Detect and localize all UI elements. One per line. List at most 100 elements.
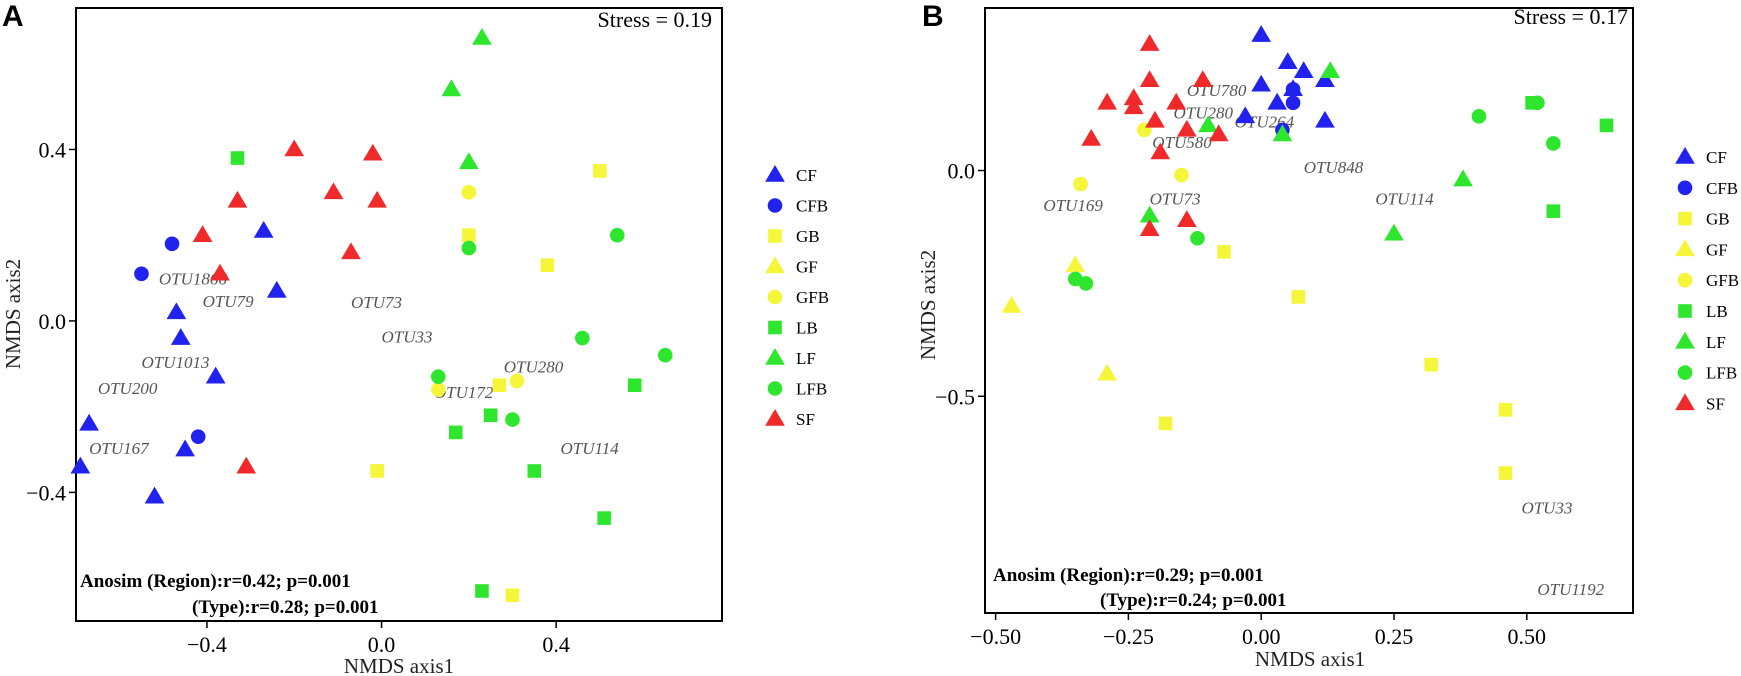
- y-axis-title-b: NMDS axis2: [916, 250, 940, 360]
- panel-letter-a: A: [2, 0, 24, 33]
- point-sf: [367, 190, 388, 208]
- point-lf: [472, 27, 492, 45]
- point-gb: [1158, 416, 1173, 431]
- data-points-a: [70, 27, 673, 603]
- point-sf: [362, 143, 383, 161]
- legend-label-cfb: CFB: [796, 197, 828, 216]
- point-gb: [1424, 357, 1438, 372]
- point-gb: [592, 164, 607, 178]
- point-sf: [192, 225, 213, 242]
- otu-label: OTU114: [561, 439, 620, 458]
- panel-a: A OTU1866 OTU79 OTU73 OTU33 OTU1013 OTU200 OTU…: [1, 0, 829, 676]
- point-lb: [230, 151, 245, 165]
- point-cfb: [134, 266, 149, 282]
- legend-label-lb: LB: [1706, 302, 1728, 321]
- point-lf: [458, 152, 479, 170]
- point-sf: [1139, 219, 1160, 237]
- point-lb: [448, 425, 463, 440]
- legend-label-cf: CF: [796, 166, 817, 185]
- point-lfb: [657, 347, 673, 363]
- point-gfb: [430, 382, 446, 397]
- point-sf: [1139, 70, 1160, 88]
- point-lfb: [1530, 95, 1545, 111]
- point-cf: [79, 413, 99, 431]
- legend-label-lf: LF: [796, 349, 816, 368]
- point-lfb: [461, 240, 477, 256]
- otu-label: OTU280: [1174, 104, 1234, 123]
- otu-label: OTU114: [1375, 189, 1434, 208]
- legend-a: CF CFB GB GF GFB LB LF LFB SF: [765, 164, 829, 429]
- legend-key-lfb: [767, 381, 783, 396]
- otu-label: OTU1013: [141, 353, 209, 372]
- point-cf: [1251, 25, 1272, 42]
- point-sf: [1176, 119, 1197, 137]
- legend-label-cf: CF: [1706, 148, 1727, 167]
- point-lf: [1320, 61, 1341, 78]
- otu-label: OTU169: [1043, 196, 1103, 215]
- point-cfb: [1285, 81, 1301, 97]
- point-gb: [370, 464, 384, 478]
- point-cfb: [190, 429, 206, 444]
- y-tick-label: −0.4: [26, 480, 66, 505]
- point-gb: [1291, 290, 1306, 304]
- x-tick-label: 0.0: [368, 632, 396, 657]
- legend-label-sf: SF: [1706, 394, 1725, 413]
- legend-label-lb: LB: [796, 319, 818, 338]
- legend-label-lfb: LFB: [1706, 364, 1737, 383]
- point-gfb: [1174, 167, 1189, 183]
- legend-key-lf: [1675, 331, 1695, 349]
- otu-label: OTU1866: [159, 269, 228, 288]
- x-tick-label: −0.4: [187, 632, 227, 657]
- point-gb: [1498, 403, 1513, 417]
- legend-label-gfb: GFB: [796, 288, 829, 307]
- otu-label: OTU33: [382, 327, 433, 346]
- point-sf: [323, 182, 344, 200]
- point-cf: [175, 439, 195, 457]
- plot-frame-b: [984, 7, 1634, 614]
- otu-label: OTU79: [203, 292, 255, 311]
- otu-label: OTU73: [1150, 189, 1201, 208]
- otu-label: OTU580: [1152, 133, 1212, 152]
- otu-label: OTU200: [98, 379, 158, 398]
- y-tick-label: −0.5: [935, 384, 975, 409]
- y-tick-label: 0.4: [39, 137, 67, 162]
- point-cf: [170, 328, 191, 345]
- legend-key-gfb: [767, 289, 783, 305]
- point-lf: [1384, 223, 1404, 241]
- stress-label-b: Stress = 0.17: [1514, 4, 1628, 29]
- point-lb: [527, 464, 542, 478]
- axis-ticks-b: −0.50 −0.25 0.00 0.25 0.50 −0.5 0.0: [935, 159, 1546, 649]
- legend-key-lb: [768, 320, 782, 335]
- point-cf: [1315, 70, 1335, 88]
- otu-label: OTU73: [351, 293, 402, 312]
- legend-key-cf: [765, 164, 785, 182]
- x-axis-title-b: NMDS axis1: [1255, 647, 1365, 671]
- point-lf: [1453, 169, 1473, 187]
- legend-key-gf: [1675, 239, 1695, 257]
- point-cf: [1235, 106, 1256, 124]
- legend-label-cfb: CFB: [1706, 179, 1738, 198]
- point-sf: [1150, 142, 1171, 160]
- point-cf: [70, 456, 91, 474]
- legend-key-sf: [1675, 393, 1695, 411]
- point-lb: [483, 408, 498, 423]
- stress-label-a: Stress = 0.19: [598, 7, 712, 32]
- point-gb: [492, 378, 507, 393]
- point-cfb: [1285, 95, 1301, 111]
- legend-key-cf: [1675, 146, 1695, 164]
- point-sf: [1192, 70, 1213, 88]
- point-gfb: [509, 373, 525, 389]
- point-cf: [166, 302, 187, 320]
- point-lb: [1546, 204, 1561, 218]
- x-tick-label: 0.00: [1242, 624, 1281, 649]
- anosim-region-a: Anosim (Region):r=0.42; p=0.001: [80, 571, 351, 592]
- legend-key-cfb: [1677, 180, 1693, 196]
- point-sf: [1097, 92, 1118, 110]
- point-sf: [1208, 124, 1229, 142]
- legend-label-lfb: LFB: [796, 380, 827, 399]
- point-sf: [1145, 110, 1165, 128]
- point-sf: [1081, 128, 1102, 146]
- point-lf: [1198, 115, 1218, 133]
- point-cf: [1251, 74, 1272, 92]
- point-lfb: [1471, 109, 1487, 124]
